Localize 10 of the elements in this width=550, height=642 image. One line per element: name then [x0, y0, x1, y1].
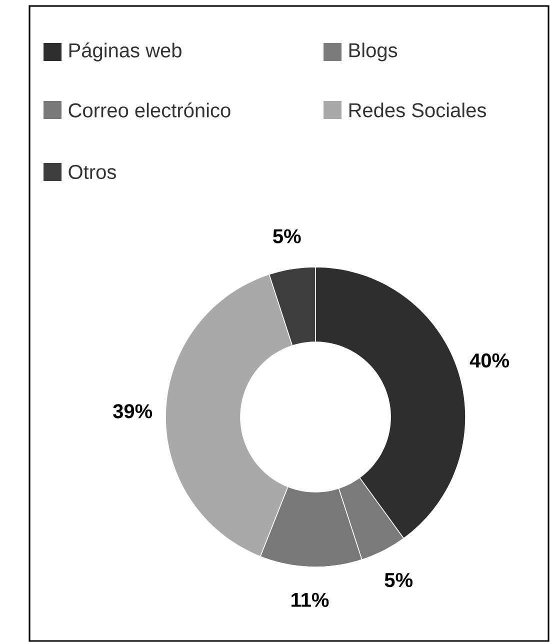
- data-label: 39%: [113, 404, 152, 418]
- data-label: 5%: [384, 573, 413, 588]
- data-label: 40%: [470, 353, 510, 368]
- legend-label: Blogs: [350, 42, 398, 62]
- data-label: 5%: [273, 229, 302, 244]
- legend-label: Páginas web: [70, 42, 182, 62]
- legend-label: Correo electrónico: [69, 102, 231, 118]
- legend-label: Redes Sociales: [350, 102, 486, 118]
- data-label: 11%: [292, 592, 329, 607]
- legend-label: Otros: [68, 164, 116, 180]
